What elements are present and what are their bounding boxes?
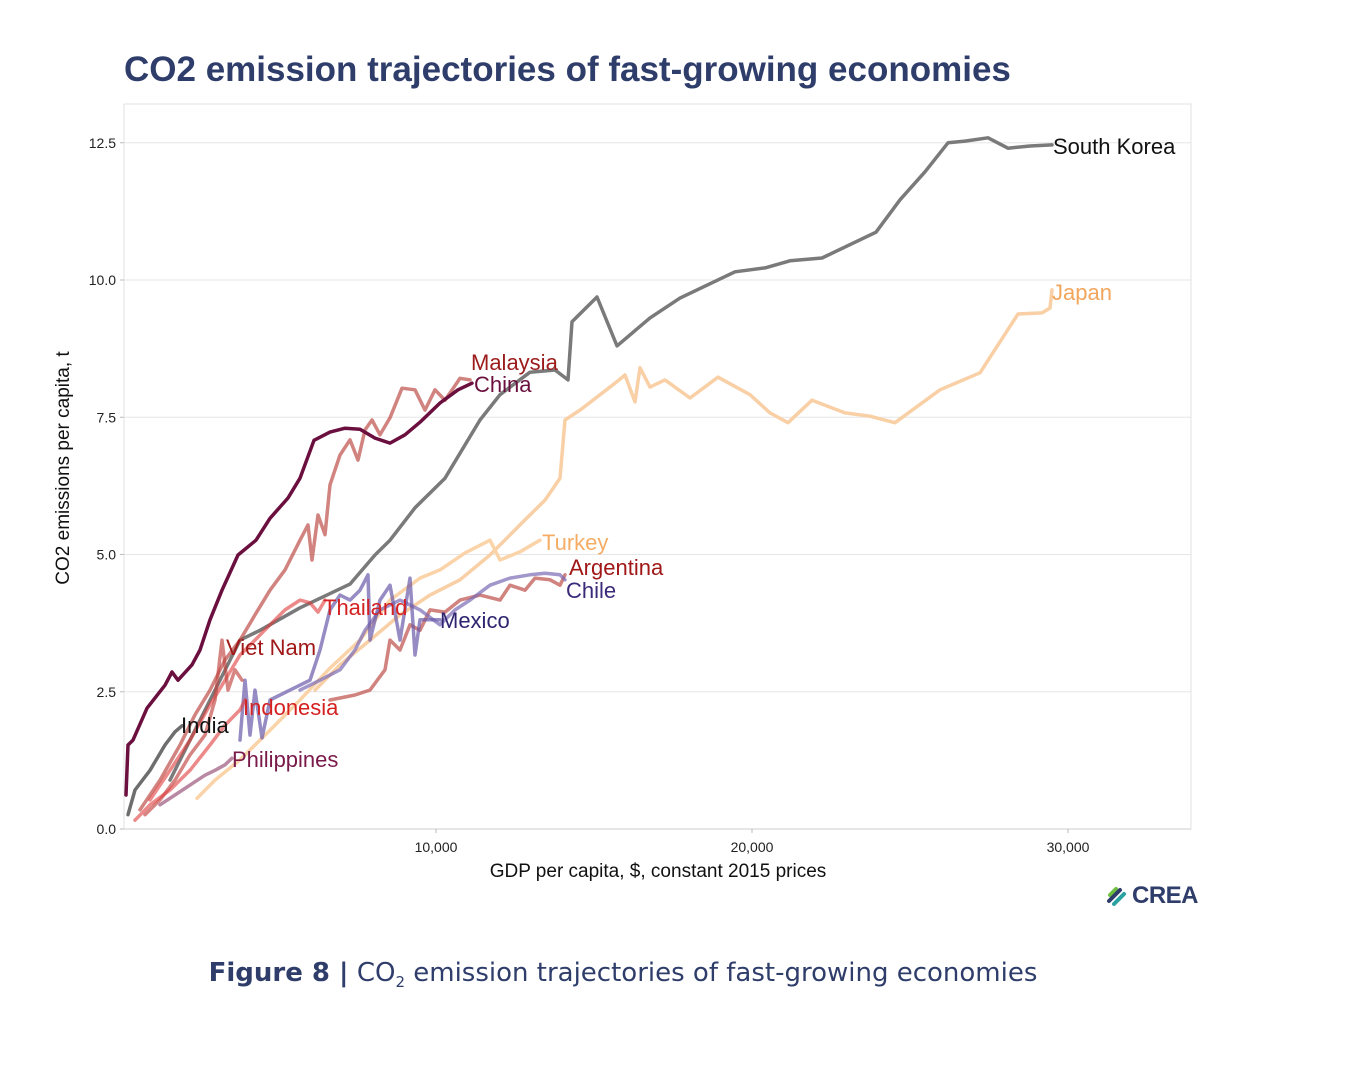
series-line-argentina: [328, 573, 567, 702]
series-label-malaysia: Malaysia: [471, 350, 559, 375]
plot-area: [123, 103, 1192, 830]
series-line-philippines: [158, 756, 234, 807]
series-label-argentina: Argentina: [569, 555, 664, 580]
crea-logo: CREA: [1106, 882, 1199, 910]
series-line-malaysia: [138, 376, 472, 812]
x-tick-label: 10,000: [415, 839, 458, 855]
chart-title: CO2 emission trajectories of fast-growin…: [124, 50, 1011, 89]
caption-co: CO: [356, 958, 396, 988]
series-label-indonesia: Indonesia: [243, 695, 339, 720]
x-tick-label: 30,000: [1047, 839, 1090, 855]
caption-text: emission trajectories of fast-growing ec…: [404, 958, 1038, 988]
y-tick-label: 2.5: [97, 684, 117, 700]
series-label-thailand: Thailand: [323, 595, 407, 620]
y-tick-label: 7.5: [97, 409, 117, 425]
series-label-south-korea: South Korea: [1053, 134, 1176, 159]
series-line-mexico: [238, 573, 442, 742]
series-label-mexico: Mexico: [440, 608, 510, 633]
series-line-indonesia: [133, 698, 247, 822]
caption-subscript: 2: [395, 973, 405, 992]
series-line-turkey: [195, 538, 542, 801]
series-label-india: India: [181, 713, 229, 738]
series-label-turkey: Turkey: [542, 530, 608, 555]
series-line-chile: [298, 571, 567, 692]
series-label-china: China: [474, 372, 532, 397]
y-axis-label: CO2 emissions per capita, t: [53, 351, 74, 585]
x-tick-label: 20,000: [731, 839, 774, 855]
series-label-viet-nam: Viet Nam: [226, 635, 316, 660]
figure-number: Figure 8 |: [208, 958, 349, 988]
y-tick-label: 0.0: [97, 821, 117, 837]
series-label-japan: Japan: [1052, 280, 1112, 305]
series-line-china: [124, 381, 474, 797]
y-tick-label: 12.5: [89, 135, 116, 151]
figure-caption: Figure 8 | CO2 emission trajectories of …: [0, 958, 1246, 991]
series-line-india: [126, 724, 184, 817]
y-tick-label: 5.0: [97, 547, 117, 563]
y-tick-label: 10.0: [89, 272, 116, 288]
series-line-japan: [313, 288, 1054, 692]
series-label-chile: Chile: [566, 578, 616, 603]
series-line-south-korea: [168, 136, 1054, 782]
series-label-philippines: Philippines: [232, 747, 338, 772]
series-line-thailand: [148, 598, 327, 802]
crea-logo-text: CREA: [1132, 882, 1199, 909]
x-axis-label: GDP per capita, $, constant 2015 prices: [490, 861, 827, 882]
crea-logo-icon: [1107, 887, 1126, 906]
